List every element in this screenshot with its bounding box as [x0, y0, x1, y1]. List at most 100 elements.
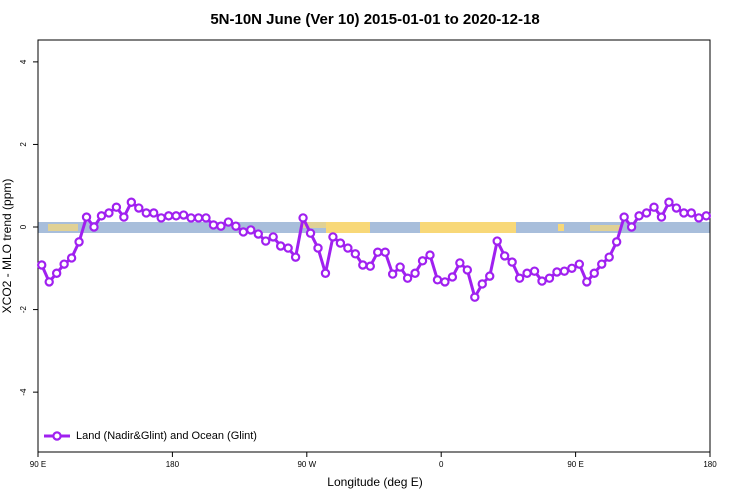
point [104, 208, 114, 218]
point [574, 259, 585, 269]
point [81, 212, 92, 222]
point [365, 261, 375, 271]
point [328, 232, 338, 242]
point [305, 228, 316, 238]
x-tick-label: 0 [439, 460, 444, 469]
point [537, 276, 547, 286]
point [425, 250, 435, 260]
point [552, 267, 562, 277]
point [216, 221, 226, 231]
x-tick-label: 180 [703, 460, 717, 469]
point [253, 229, 263, 239]
point [119, 212, 129, 222]
y-tick-label: 0 [19, 224, 28, 229]
point [156, 213, 166, 223]
point [193, 213, 204, 223]
point [649, 202, 659, 212]
x-tick-label: 90 E [567, 460, 583, 469]
point [66, 253, 77, 263]
point [208, 220, 219, 230]
point [641, 208, 652, 218]
point [141, 208, 151, 218]
point [59, 259, 69, 269]
point [417, 256, 428, 266]
point [507, 257, 517, 267]
point [89, 222, 99, 232]
point [589, 268, 599, 278]
point [96, 211, 107, 221]
point [656, 212, 667, 222]
point [402, 273, 413, 283]
point [201, 213, 211, 223]
point [268, 232, 278, 242]
y-tick-label: 2 [19, 142, 28, 147]
point [701, 211, 711, 221]
x-axis-label: Longitude (deg E) [327, 475, 422, 489]
point [686, 208, 697, 218]
point [514, 273, 525, 283]
point [529, 266, 540, 276]
point [178, 210, 189, 220]
point [44, 277, 54, 287]
point [694, 213, 704, 223]
point [432, 275, 443, 285]
point [275, 241, 286, 251]
point [679, 208, 689, 218]
point [223, 217, 234, 227]
y-tick-label: -2 [19, 305, 28, 313]
point [186, 213, 196, 223]
point [559, 266, 570, 276]
point [522, 268, 532, 278]
point [37, 260, 47, 270]
point [604, 252, 614, 262]
point [380, 247, 390, 257]
point [492, 236, 502, 246]
legend-marker [52, 431, 62, 441]
point [74, 237, 84, 247]
point [298, 213, 308, 223]
point [395, 262, 405, 272]
point [611, 237, 622, 247]
point [320, 268, 331, 278]
point [387, 269, 398, 279]
point [335, 238, 346, 248]
chart-title: 5N-10N June (Ver 10) 2015-01-01 to 2020-… [210, 11, 539, 28]
point [111, 202, 122, 212]
point [597, 259, 607, 269]
point [626, 222, 637, 232]
point [499, 251, 510, 261]
point [343, 243, 353, 253]
point [171, 211, 181, 221]
point [634, 211, 644, 221]
point [261, 236, 271, 246]
plot-frame [37, 39, 711, 453]
point [149, 208, 159, 218]
point [246, 225, 256, 235]
point [134, 203, 144, 213]
point [664, 197, 674, 207]
point [582, 277, 592, 287]
point [126, 197, 137, 207]
point [671, 203, 682, 213]
point [358, 260, 368, 270]
x-tick-label: 90 E [30, 460, 46, 469]
point [447, 272, 458, 282]
point [51, 268, 62, 278]
point [283, 243, 293, 253]
point [567, 263, 577, 273]
point [462, 265, 473, 275]
point [619, 212, 629, 222]
point [440, 277, 450, 287]
point [231, 221, 241, 231]
point [544, 273, 555, 283]
point [373, 247, 383, 257]
land-ocean-strip [38, 222, 710, 233]
x-tick-label: 180 [166, 460, 180, 469]
point [313, 243, 323, 253]
point [477, 279, 487, 289]
point [485, 271, 495, 281]
point [163, 211, 174, 221]
point [455, 258, 465, 268]
point [238, 227, 249, 237]
